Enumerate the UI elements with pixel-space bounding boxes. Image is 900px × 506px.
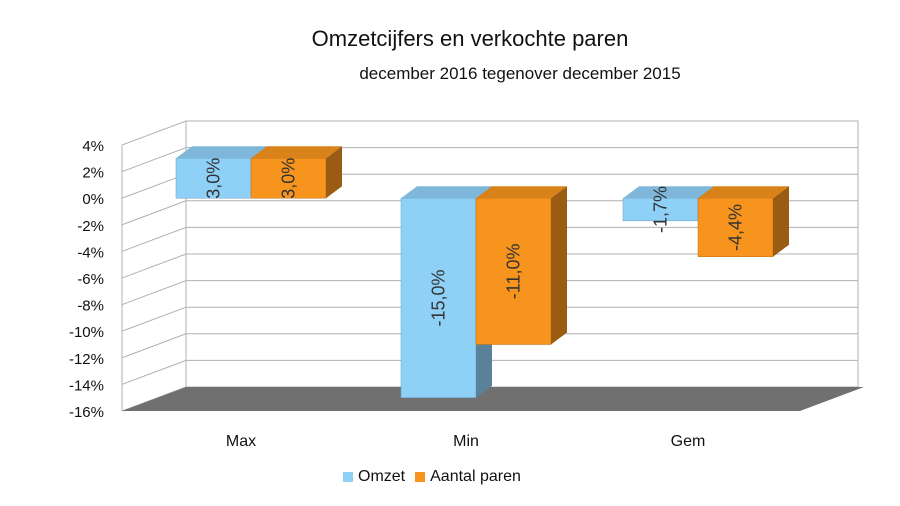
bar-front — [697, 197, 774, 257]
chart-title: Omzetcijfers en verkochte paren — [311, 26, 629, 51]
y-tick-label: -12% — [69, 351, 104, 368]
data-label: -15,0% — [429, 269, 449, 326]
gridline — [121, 333, 858, 359]
bar-side — [551, 186, 567, 345]
x-tick-label: Gem — [671, 433, 706, 450]
gridline — [121, 359, 858, 385]
y-tick-label: -2% — [77, 218, 104, 235]
y-tick-label: -8% — [77, 298, 104, 315]
legend-item-aantal-paren: Aantal paren — [415, 468, 521, 486]
legend-swatch-omzet — [343, 472, 353, 482]
x-axis: Max Min Gem — [226, 433, 705, 450]
y-tick-label: -6% — [77, 271, 104, 288]
bar-side — [326, 146, 342, 199]
bar-aantal-paren-gem: -4,4% — [697, 186, 789, 257]
gridline — [121, 226, 858, 252]
x-tick-label: Min — [453, 433, 479, 450]
bar-front — [400, 197, 477, 398]
data-label: -1,7% — [651, 186, 671, 233]
gridline — [121, 280, 858, 306]
data-label: 3,0% — [204, 158, 224, 199]
data-label: 3,0% — [279, 158, 299, 199]
gridline — [121, 253, 858, 279]
bar-top — [176, 146, 267, 159]
gridline — [121, 306, 858, 332]
legend: Omzet Aantal paren — [343, 468, 531, 486]
bar-top — [476, 186, 567, 199]
bar-top — [251, 146, 342, 159]
bar-top — [623, 186, 714, 199]
bars: 3,0% 3,0% -15,0% -11,0% -1,7% -4,4% — [175, 146, 789, 398]
y-tick-label: 0% — [82, 191, 104, 208]
y-tick-label: -4% — [77, 244, 104, 261]
chart-floor — [122, 387, 864, 411]
gridline — [121, 147, 858, 173]
y-tick-label: -16% — [69, 404, 104, 421]
y-tick-label: 2% — [82, 165, 104, 182]
chart-subtitle: december 2016 tegenover december 2015 — [359, 64, 681, 83]
bar-side — [773, 186, 789, 257]
bar-top — [401, 186, 492, 199]
y-axis: 4% 2% 0% -2% -4% -6% -8% -10% -12% -14% -16% — [69, 138, 104, 421]
data-label: -11,0% — [504, 243, 524, 299]
bar-omzet-min: -15,0% — [400, 186, 492, 398]
bar-front — [250, 158, 327, 199]
x-tick-label: Max — [226, 433, 256, 450]
y-tick-label: 4% — [82, 138, 104, 155]
y-tick-label: -10% — [69, 324, 104, 341]
bar-aantal-paren-min: -11,0% — [475, 186, 567, 345]
floor-plane — [122, 387, 864, 411]
legend-item-omzet: Omzet — [343, 468, 405, 486]
bar-top — [698, 186, 789, 199]
y-tick-label: -14% — [69, 377, 104, 394]
bar-aantal-paren-max: 3,0% — [250, 146, 342, 199]
legend-label-omzet: Omzet — [358, 468, 406, 485]
bar-front — [475, 197, 552, 345]
legend-swatch-aantal-paren — [415, 472, 426, 482]
legend-label-aantal-paren: Aantal paren — [430, 468, 521, 485]
data-label: -4,4% — [726, 204, 746, 251]
gridline — [121, 120, 858, 146]
